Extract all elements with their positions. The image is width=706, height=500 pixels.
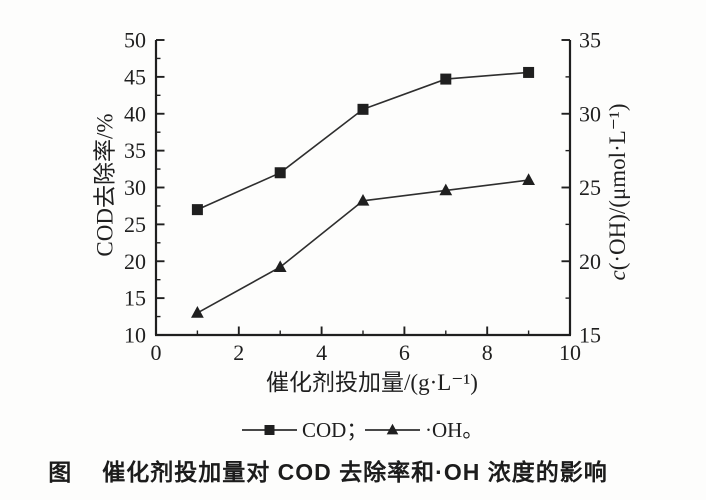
x-tick-label: 8 <box>482 340 493 365</box>
chart-legend: COD； ·OH。 <box>242 418 483 442</box>
left-tick-label: 45 <box>124 64 146 89</box>
left-tick-label: 10 <box>124 323 146 348</box>
series-marker-cod <box>357 103 369 115</box>
series-marker-oh <box>191 306 204 318</box>
caption-text: 催化剂投加量对 COD 去除率和·OH 浓度的影响 <box>102 459 608 485</box>
left-tick-label: 30 <box>124 175 146 200</box>
x-tick-label: 2 <box>233 340 244 365</box>
right-tick-label: 25 <box>579 175 601 200</box>
x-axis-title: 催化剂投加量/(g·L⁻¹) <box>266 370 478 395</box>
right-tick-label: 15 <box>579 323 601 348</box>
legend-label: ·OH。 <box>425 418 483 442</box>
right-axis-title-italic-c: c <box>605 270 630 280</box>
left-axis-title: COD去除率/% <box>93 113 118 256</box>
series-marker-oh <box>273 260 287 272</box>
figure-caption: 图 催化剂投加量对 COD 去除率和·OH 浓度的影响 <box>0 453 706 487</box>
legend-marker-square <box>264 425 275 435</box>
series-marker-cod <box>191 204 203 216</box>
series-marker-cod <box>523 66 535 78</box>
x-tick-label: 4 <box>316 340 327 365</box>
caption-prefix: 图 <box>48 459 73 485</box>
left-tick-label: 25 <box>124 212 146 237</box>
series-marker-oh <box>356 193 370 206</box>
series-marker-oh <box>439 183 453 196</box>
left-tick-label: 15 <box>124 286 146 311</box>
left-tick-label: 40 <box>124 101 146 126</box>
legend-marker-triangle <box>386 423 399 435</box>
x-tick-label: 10 <box>559 340 581 365</box>
x-tick-label: 6 <box>399 340 410 365</box>
right-tick-label: 35 <box>579 28 601 53</box>
series-marker-cod <box>274 167 286 179</box>
series-line-cod <box>197 71 529 211</box>
series-marker-oh <box>522 173 535 185</box>
left-tick-label: 35 <box>124 138 146 163</box>
right-axis-title-rest: (·OH)/(μmol·L⁻¹) <box>605 104 630 271</box>
left-tick-label: 20 <box>124 249 146 274</box>
series-marker-cod <box>440 73 452 85</box>
x-tick-label: 0 <box>151 340 162 365</box>
right-axis-title: c(·OH)/(μmol·L⁻¹) <box>605 104 630 281</box>
left-tick-label: 50 <box>124 28 146 53</box>
legend-label: COD； <box>302 418 367 442</box>
right-tick-label: 20 <box>579 249 601 274</box>
right-tick-label: 30 <box>579 101 601 126</box>
